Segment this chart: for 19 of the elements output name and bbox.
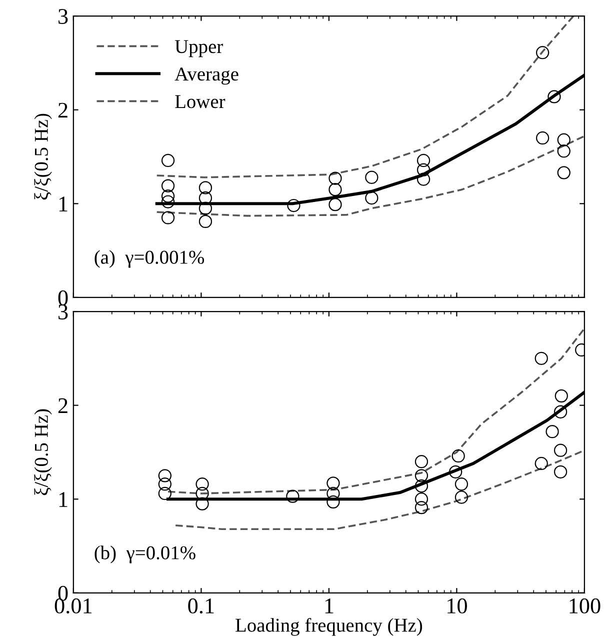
y-tick-label: 3	[58, 9, 68, 24]
x-tick-label: 1	[325, 598, 334, 614]
x-axis-title: Loading frequency (Hz)	[236, 618, 422, 636]
y-tick-label: 3	[58, 304, 68, 320]
annotation: (a) γ=0.001%	[94, 250, 204, 268]
y-tick-label: 2	[58, 398, 68, 414]
y-axis-title: ξ/ξ(0.5 Hz)	[34, 114, 52, 200]
y-axis-title: ξ/ξ(0.5 Hz)	[34, 409, 52, 496]
y-tick-label: 2	[58, 102, 68, 118]
annotation: (b) γ=0.01%	[94, 546, 196, 564]
x-tick-label: 10	[448, 598, 467, 614]
y-tick-label: 1	[59, 492, 68, 507]
legend-label: Upper	[174, 40, 223, 58]
legend-label: Average	[174, 68, 238, 85]
legend-label: Lower	[175, 95, 226, 108]
y-tick-label: 1	[59, 196, 68, 212]
x-tick-label: 0.1	[188, 598, 214, 614]
x-tick-label: 100	[570, 598, 600, 614]
y-tick-label: 0	[58, 290, 68, 306]
